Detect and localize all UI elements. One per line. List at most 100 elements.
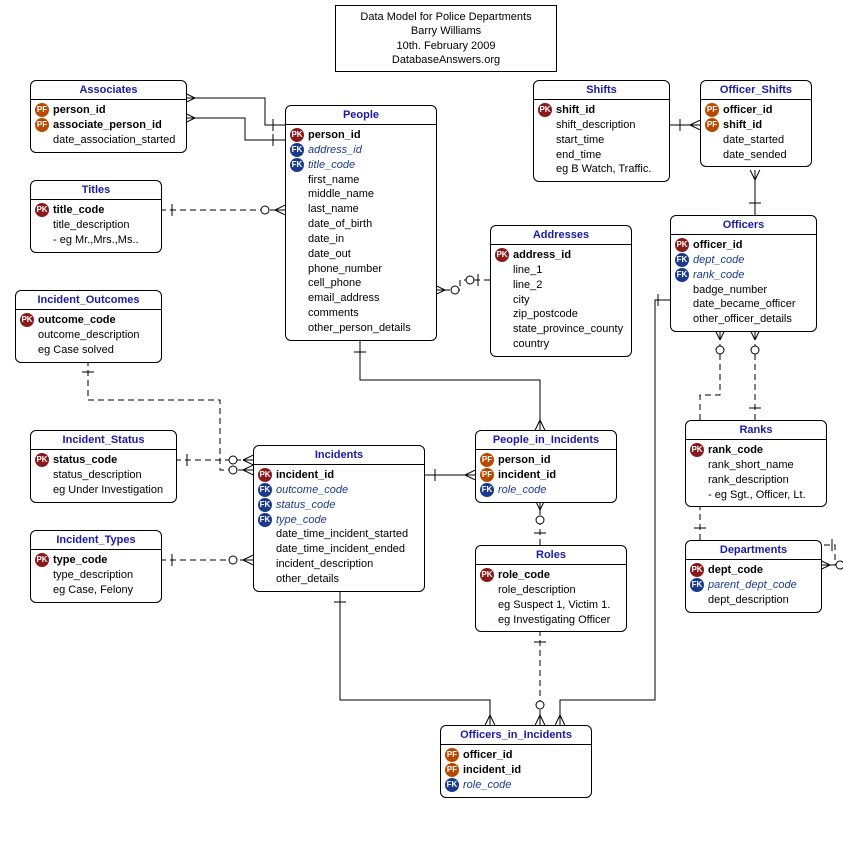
field-name: first_name (308, 173, 359, 188)
entity-roles: RolesPKrole_coderole_descriptioneg Suspe… (475, 545, 627, 632)
pk-badge-icon: PK (690, 563, 704, 577)
field-name: address_id (513, 248, 571, 263)
connector-assoc-people2 (185, 113, 285, 146)
field-row: PK title_code (35, 203, 157, 218)
entity-fields: PFofficer_idPFincident_idFKrole_code (441, 745, 591, 797)
field-name: phone_number (308, 262, 382, 277)
field-row: PKofficer_id (675, 238, 812, 253)
entity-incident_types: Incident_TypesPKtype_codetype_descriptio… (30, 530, 162, 603)
pf-badge-icon: PF (705, 103, 719, 117)
field-name: email_address (308, 291, 380, 306)
connector-officers-oii (555, 294, 670, 725)
field-row: FKstatus_code (258, 498, 420, 513)
entity-header: Incident_Outcomes (16, 291, 161, 310)
field-name: cell_phone (308, 276, 361, 291)
entity-header: Shifts (534, 81, 669, 100)
field-name: incident_description (276, 557, 373, 572)
field-name: rank_description (708, 473, 789, 488)
field-row: eg Case solved (20, 343, 157, 358)
field-name: dept_code (708, 563, 763, 578)
field-row: date_sended (705, 148, 807, 163)
field-row: other_person_details (290, 321, 432, 336)
entity-fields: PFperson_idPFassociate_person_iddate_ass… (31, 100, 186, 152)
field-name: type_code (276, 513, 327, 528)
field-row: zip_postcode (495, 307, 627, 322)
entity-header: Incident_Status (31, 431, 176, 450)
field-name: title_code (53, 203, 104, 218)
field-name: eg Investigating Officer (498, 613, 610, 628)
entity-fields: PFofficer_idPF shift_iddate_starteddate_s… (701, 100, 811, 166)
field-name: line_2 (513, 278, 542, 293)
entity-shifts: ShiftsPKshift_idshift_descriptionstart_t… (533, 80, 670, 182)
field-name: type_code (53, 553, 107, 568)
field-name: status_description (53, 468, 142, 483)
field-row: state_province_county (495, 322, 627, 337)
pf-badge-icon: PF (35, 103, 49, 117)
field-row: FKoutcome_code (258, 483, 420, 498)
field-row: line_2 (495, 278, 627, 293)
field-row: PKstatus_code (35, 453, 172, 468)
pk-badge-icon: PK (35, 203, 49, 217)
fk-badge-icon: FK (690, 578, 704, 592)
field-name: last_name (308, 202, 359, 217)
field-name: other_person_details (308, 321, 411, 336)
field-name: person_id (498, 453, 551, 468)
field-row: eg B Watch, Traffic. (538, 162, 665, 177)
field-name: title_code (308, 158, 355, 173)
field-row: date_association_started (35, 133, 182, 148)
field-row: last_name (290, 202, 432, 217)
title-line: Barry Williams (346, 24, 546, 38)
field-name: badge_number (693, 283, 767, 298)
field-row: PKrank_code (690, 443, 822, 458)
connector-shifts-offsh (668, 119, 700, 131)
diagram-title-box: Data Model for Police DepartmentsBarry W… (335, 5, 557, 72)
field-name: role_code (498, 568, 550, 583)
field-name: shift_id (723, 118, 762, 133)
field-row: FKdept_code (675, 253, 812, 268)
field-row: PFofficer_id (705, 103, 807, 118)
field-row: rank_short_name (690, 458, 822, 473)
fk-badge-icon: FK (675, 268, 689, 282)
field-name: date_time_incident_ended (276, 542, 405, 557)
field-name: line_1 (513, 263, 542, 278)
fk-badge-icon: FK (258, 483, 272, 497)
field-name: outcome_description (38, 328, 140, 343)
entity-header: Departments (686, 541, 821, 560)
field-row: PKtype_code (35, 553, 157, 568)
field-row: email_address (290, 291, 432, 306)
field-name: incident_id (498, 468, 556, 483)
field-name: start_time (556, 133, 604, 148)
connector-assoc-people1 (185, 93, 285, 131)
field-row: other_officer_details (675, 312, 812, 327)
entity-header: Ranks (686, 421, 826, 440)
field-name: title_description (53, 218, 129, 233)
entity-header: Addresses (491, 226, 631, 245)
field-row: badge_number (675, 283, 812, 298)
field-row: eg Under Investigation (35, 483, 172, 498)
field-name: eg Suspect 1, Victim 1. (498, 598, 610, 613)
fk-badge-icon: FK (258, 498, 272, 512)
field-row: PFincident_id (445, 763, 587, 778)
fk-badge-icon: FK (290, 158, 304, 172)
field-row: end_time (538, 148, 665, 163)
entity-incident_status: Incident_Status PKstatus_codestatus_descr… (30, 430, 177, 503)
entity-fields: PKaddress_idline_1line_2cityzip_postcode… (491, 245, 631, 356)
field-row: date_started (705, 133, 807, 148)
entity-fields: PKincident_idFKoutcome_codeFKstatus_code… (254, 465, 424, 591)
field-row: PKrole_code (480, 568, 622, 583)
field-row: FK title_code (290, 158, 432, 173)
field-name: rank_code (693, 268, 744, 283)
field-name: date_started (723, 133, 784, 148)
field-row: incident_description (258, 557, 420, 572)
field-row: other_details (258, 572, 420, 587)
field-name: dept_description (708, 593, 789, 608)
connector-officers-offsh (749, 170, 761, 215)
pk-badge-icon: PK (675, 238, 689, 252)
field-row: PKaddress_id (495, 248, 627, 263)
field-name: date_association_started (53, 133, 175, 148)
field-name: end_time (556, 148, 601, 163)
connector-dept-self (820, 539, 843, 570)
fk-badge-icon: FK (445, 778, 459, 792)
connector-roles-oii (534, 630, 546, 725)
field-row: PKperson_id (290, 128, 432, 143)
